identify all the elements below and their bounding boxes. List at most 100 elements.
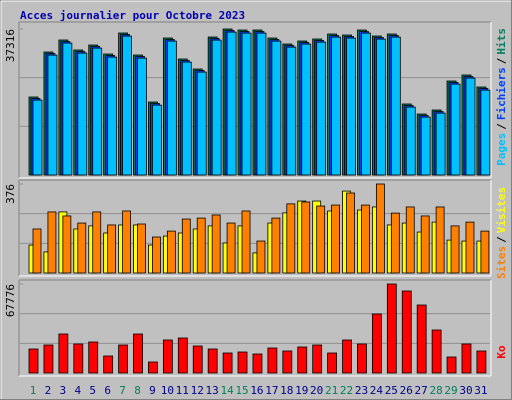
bar [162,339,173,374]
legend-entry: Pages [495,133,508,166]
x-tick-label: 18 [280,384,293,397]
x-tick-label: 17 [265,384,278,397]
bar [312,344,323,374]
bar [92,211,102,274]
bar [256,32,267,176]
bar [390,36,401,176]
bar [297,346,308,374]
bar [92,47,103,176]
bar [256,240,266,274]
x-tick-label: 15 [235,384,248,397]
chart-title: Acces journalier pour Octobre 2023 [20,9,245,22]
x-tick-label: 20 [310,384,323,397]
legend-separator: / [495,236,508,243]
bar [390,212,400,274]
bar [47,211,57,274]
x-tick-label: 21 [325,384,338,397]
x-tick-label: 14 [220,384,234,397]
legend-entry: Hits [495,28,508,55]
x-tick-label: 26 [400,384,413,397]
x-tick-label: 10 [161,384,174,397]
bar [181,61,192,176]
bar [148,361,158,374]
bar [346,192,355,274]
bar [420,116,431,176]
bar [301,43,312,176]
bar [371,313,382,374]
bar [122,35,132,176]
bar [405,206,415,274]
y-tick-label: 37316 [4,29,17,62]
bar [177,337,188,374]
bar [133,333,143,374]
legend: Sites / Visites [495,187,508,279]
bar [137,57,147,176]
bar [480,89,491,176]
bar [282,350,293,374]
x-tick-label: 3 [60,384,67,397]
bar [301,201,311,274]
bar [211,214,221,274]
bar [137,223,146,274]
bar [122,210,131,274]
bar [331,204,341,274]
bar [166,40,177,176]
bar [241,210,251,274]
bar [401,290,412,374]
bar [196,71,207,176]
legend-entry: Fichiers [495,67,508,120]
legend: Pages / Fichiers / Hits [495,28,508,166]
bar [77,222,87,274]
bar [331,36,342,176]
x-tick-label: 23 [355,384,368,397]
bar [181,218,191,274]
legend-entry: Visites [495,187,508,233]
x-tick-label: 9 [149,384,156,397]
bar [431,329,442,374]
bar [43,344,54,374]
bar [316,205,326,274]
bar [286,203,296,274]
x-tick-label: 13 [206,384,219,397]
bar [58,333,69,374]
bar [77,52,88,176]
bar [480,230,490,274]
y-tick-label: 376 [4,184,17,204]
y-tick-label: 67776 [4,284,17,317]
x-tick-label: 5 [89,384,96,397]
x-tick-label: 28 [429,384,442,397]
bar [346,37,356,176]
bar [252,353,263,374]
bar [267,347,278,374]
bar [271,40,282,176]
bar [361,32,371,176]
bar [28,348,39,374]
bar [435,206,445,274]
bar [465,77,476,176]
bar [361,204,370,274]
bar [327,352,338,374]
bar [420,215,430,274]
bar [118,344,128,374]
x-tick-label: 4 [74,384,81,397]
bar [416,304,427,374]
x-tick-label: 29 [444,384,457,397]
bar [62,215,72,274]
x-tick-label: 7 [119,384,126,397]
bar [152,104,162,176]
x-tick-label: 24 [370,384,384,397]
x-tick-label: 19 [295,384,308,397]
x-tick-label: 31 [474,384,487,397]
bar [461,343,472,374]
bar [196,217,206,274]
x-tick-label: 22 [340,384,353,397]
bar [386,283,397,374]
bar [47,54,58,176]
bar [476,350,487,374]
bar [465,221,475,274]
bar [226,31,237,176]
x-tick-label: 2 [45,384,52,397]
bar [32,99,43,176]
